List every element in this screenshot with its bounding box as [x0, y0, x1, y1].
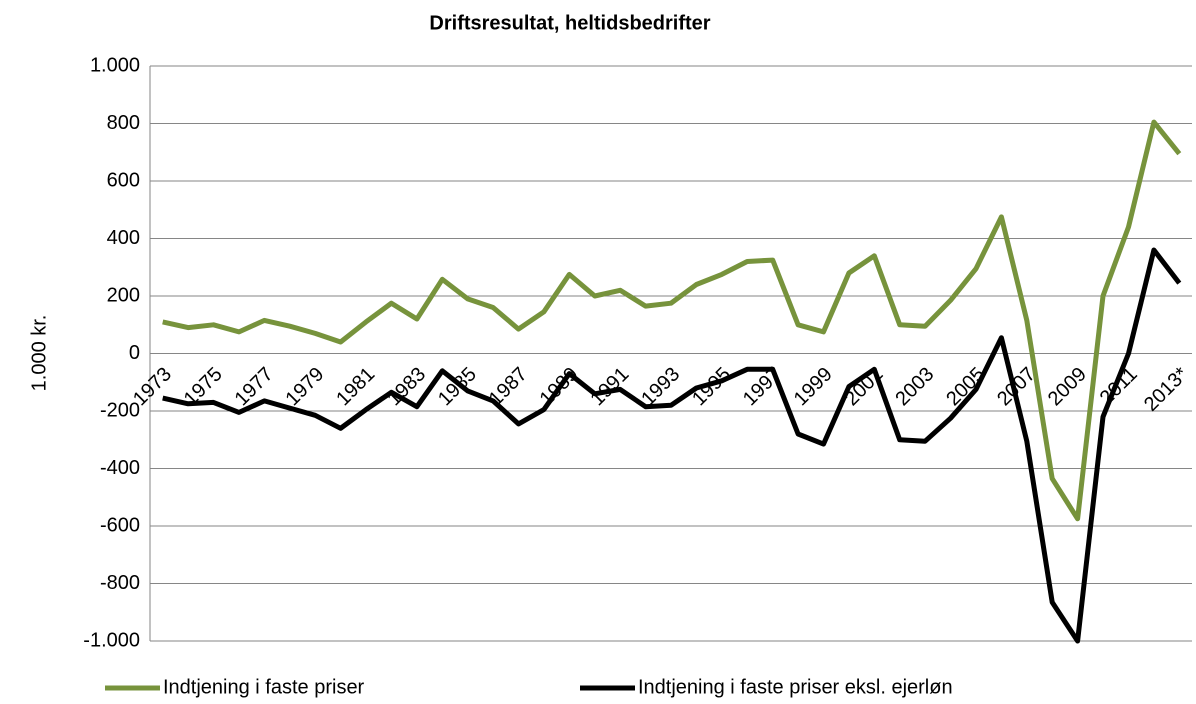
y-axis-label: 1.000 kr.	[28, 315, 50, 392]
x-tick-label: 2009	[1044, 363, 1091, 410]
legend-label: Indtjening i faste priser eksl. ejerløn	[638, 676, 953, 698]
y-tick-label: -800	[100, 572, 140, 594]
x-tick-label: 2013*	[1140, 363, 1193, 416]
x-tick-label: 2003	[891, 363, 938, 410]
y-tick-label: 800	[107, 112, 140, 134]
y-tick-label: 600	[107, 169, 140, 191]
series-line	[162, 119, 1182, 522]
legend-label: Indtjening i faste priser	[163, 676, 365, 698]
y-tick-label: 400	[107, 227, 140, 249]
chart-title: Driftsresultat, heltidsbedrifter	[429, 12, 710, 34]
y-tick-label: 1.000	[90, 54, 140, 76]
y-tick-label: 0	[129, 342, 140, 364]
y-tick-label: -1.000	[83, 629, 140, 651]
y-tick-label: -400	[100, 457, 140, 479]
series-line	[162, 247, 1182, 644]
x-tick-label: 1991	[586, 363, 633, 410]
x-tick-label: 1999	[790, 363, 837, 410]
x-tick-label: 2011	[1096, 363, 1142, 409]
y-tick-label: -200	[100, 399, 140, 421]
y-tick-label: 200	[107, 284, 140, 306]
y-tick-label: -600	[100, 514, 140, 536]
x-tick-label: 1979	[281, 363, 328, 410]
x-tick-label: 1987	[485, 363, 532, 410]
